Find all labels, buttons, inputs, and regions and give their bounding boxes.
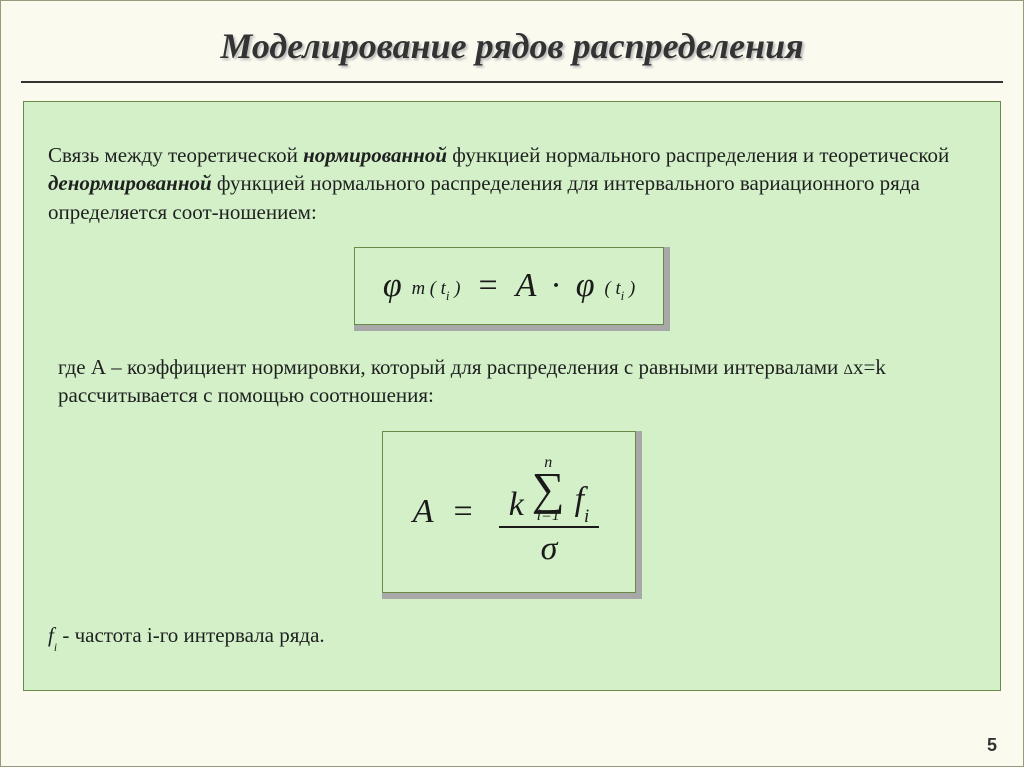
formula-2-shadow: A = k n ∑ i=1 fi	[382, 431, 643, 599]
f2-A: A	[413, 493, 434, 531]
f1-dot: ·	[550, 267, 561, 305]
formula-1-wrap: φm ( ti ) = A · φ( ti )	[48, 247, 976, 331]
f1-phi-lhs: φ	[383, 267, 402, 305]
f1-phi-rhs: φ	[576, 267, 595, 305]
footer-line: fi - частота i-го интервала ряда.	[48, 621, 976, 653]
p1-b: нормированной	[303, 143, 447, 167]
f2-sum-lower: i=1	[537, 508, 560, 524]
fl-f: f	[48, 623, 54, 647]
f2-eq: =	[454, 493, 473, 531]
f1-A: A	[516, 267, 537, 305]
f1-rhs-sub-a: ( t	[605, 278, 621, 299]
formula-1-shadow: φm ( ti ) = A · φ( ti )	[354, 247, 670, 331]
slide: Моделирование рядов распределения Связь …	[0, 0, 1024, 767]
f2-k: k	[509, 486, 524, 524]
f1-lhs-sub: m ( ti )	[412, 278, 461, 303]
paragraph-1: Связь между теоретической нормированной …	[48, 141, 976, 226]
p1-c: функцией нормального распределения и тео…	[447, 143, 949, 167]
f2-denominator: σ	[531, 528, 568, 570]
f2-fi: fi	[575, 481, 590, 524]
f1-rhs-sub-b: )	[624, 278, 635, 299]
p2-a: где А – коэффициент нормировки, который …	[58, 355, 844, 379]
f2-numerator: k n ∑ i=1 fi	[499, 453, 600, 526]
page-number: 5	[987, 735, 997, 756]
fl-text: частота i-го интервала ряда.	[75, 623, 325, 647]
f2-sigma: σ	[541, 530, 558, 568]
fl-dash: -	[57, 623, 75, 647]
f2-f-sub: i	[584, 506, 589, 527]
sigma-sum-icon: ∑	[532, 471, 565, 508]
f1-rhs-sub-i: i	[621, 288, 625, 303]
f1-lhs-sub-i: i	[446, 288, 450, 303]
formula-2-wrap: A = k n ∑ i=1 fi	[48, 431, 976, 599]
fl-fi: i	[54, 642, 57, 654]
f2-sum: n ∑ i=1	[532, 455, 565, 524]
content-box: Связь между теоретической нормированной …	[23, 101, 1001, 691]
f1-lhs-sub-a: m ( t	[412, 278, 446, 299]
f2-f: f	[575, 481, 584, 518]
p1-a: Связь между теоретической	[48, 143, 303, 167]
f2-fraction: k n ∑ i=1 fi	[499, 453, 600, 570]
formula-1: φm ( ti ) = A · φ( ti )	[354, 247, 664, 325]
p1-d: денормированной	[48, 171, 212, 195]
f1-lhs-sub-b: )	[450, 278, 461, 299]
paragraph-2: где А – коэффициент нормировки, который …	[58, 353, 976, 410]
f1-eq: =	[478, 267, 497, 305]
slide-title: Моделирование рядов распределения	[1, 1, 1023, 77]
title-underline	[21, 81, 1003, 83]
f1-rhs-sub: ( ti )	[605, 278, 636, 303]
p2-delta: Δ	[844, 362, 853, 378]
formula-2: A = k n ∑ i=1 fi	[382, 431, 637, 593]
